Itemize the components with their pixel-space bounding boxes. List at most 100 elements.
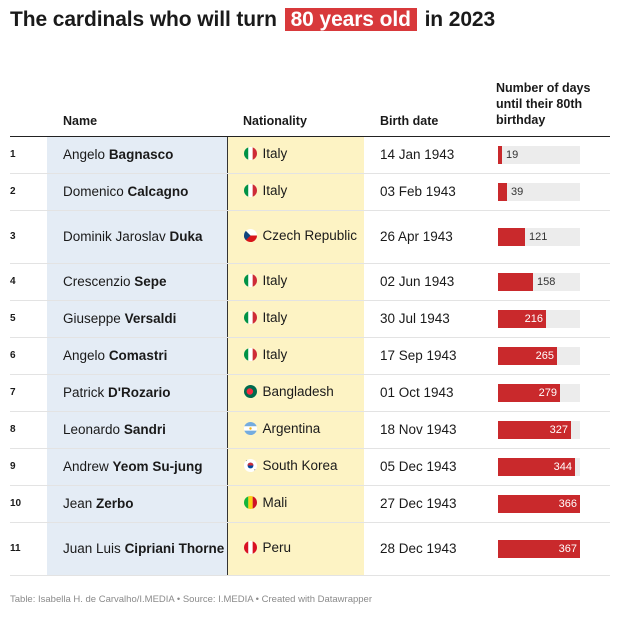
days-value: 366 bbox=[558, 497, 577, 510]
italy-flag-icon bbox=[243, 147, 257, 160]
name-cell: Dominik Jaroslav Duka bbox=[47, 210, 227, 264]
days-bar bbox=[498, 539, 580, 558]
name-cell: Giuseppe Versaldi bbox=[47, 300, 227, 338]
rank-cell: 1 bbox=[10, 136, 47, 174]
czech-flag-icon bbox=[243, 229, 257, 242]
name-cell: Angelo Comastri bbox=[47, 337, 227, 375]
country-name: South Korea bbox=[262, 458, 338, 473]
south-korea-flag-icon bbox=[243, 459, 257, 472]
days-bar-track: 327 bbox=[498, 420, 580, 439]
nationality-cell: Argentina bbox=[226, 411, 364, 449]
last-name: D'Rozario bbox=[108, 384, 171, 400]
birth-date-cell: 27 Dec 1943 bbox=[364, 485, 496, 523]
days-cell: 216 bbox=[496, 300, 610, 338]
days-cell: 367 bbox=[496, 522, 610, 576]
days-bar-track: 366 bbox=[498, 494, 580, 513]
last-name: Duka bbox=[169, 228, 203, 244]
days-cell: 327 bbox=[496, 411, 610, 449]
rank-cell: 7 bbox=[10, 374, 47, 412]
days-bar bbox=[498, 383, 560, 402]
birth-date-cell: 01 Oct 1943 bbox=[364, 374, 496, 412]
days-bar bbox=[498, 272, 533, 291]
name-cell: Jean Zerbo bbox=[47, 485, 227, 523]
days-bar-track: 279 bbox=[498, 383, 580, 402]
name-cell: Patrick D'Rozario bbox=[47, 374, 227, 412]
title-text-before: The cardinals who will turn bbox=[10, 8, 277, 31]
table-row: 1 Angelo Bagnasco Italy 14 Jan 1943 19 bbox=[10, 136, 610, 174]
first-name: Angelo bbox=[63, 146, 106, 162]
birth-date-cell: 17 Sep 1943 bbox=[364, 337, 496, 375]
first-name: Andrew bbox=[63, 458, 109, 474]
first-name: Patrick bbox=[63, 384, 105, 400]
table-row: 4 Crescenzio Sepe Italy 02 Jun 1943 158 bbox=[10, 263, 610, 301]
first-name: Giuseppe bbox=[63, 310, 121, 326]
birth-date-cell: 30 Jul 1943 bbox=[364, 300, 496, 338]
birth-date-header[interactable]: Birth date bbox=[364, 62, 496, 137]
first-name: Jean bbox=[63, 495, 93, 511]
country-name: Italy bbox=[262, 347, 288, 362]
days-bar-track: 216 bbox=[498, 309, 580, 328]
bangladesh-flag-icon bbox=[243, 385, 257, 398]
rank-cell: 4 bbox=[10, 263, 47, 301]
country-name: Italy bbox=[262, 183, 288, 198]
days-header[interactable]: Number of days until their 80th birthday bbox=[496, 62, 610, 137]
nationality-cell: South Korea bbox=[226, 448, 364, 486]
country-name: Czech Republic bbox=[262, 228, 358, 243]
table-header-row: Name Nationality Birth date Number of da… bbox=[10, 62, 610, 137]
days-bar bbox=[498, 182, 507, 201]
name-header[interactable]: Name bbox=[47, 62, 227, 137]
nationality-cell: Czech Republic bbox=[226, 210, 364, 264]
name-cell: Juan Luis Cipriani Thorne bbox=[47, 522, 227, 576]
days-bar bbox=[498, 346, 557, 365]
last-name: Bagnasco bbox=[108, 146, 174, 162]
table-row: 2 Domenico Calcagno Italy 03 Feb 1943 39 bbox=[10, 173, 610, 211]
nationality-cell: Italy bbox=[226, 263, 364, 301]
table-row: 8 Leonardo Sandri Argentina 18 Nov 1943 327 bbox=[10, 411, 610, 449]
country-name: Italy bbox=[262, 146, 288, 161]
first-name: Crescenzio bbox=[63, 273, 131, 289]
nationality-header[interactable]: Nationality bbox=[227, 62, 364, 137]
days-cell: 39 bbox=[496, 173, 610, 211]
rank-cell: 11 bbox=[10, 522, 47, 576]
days-bar bbox=[498, 309, 546, 328]
table-row: 6 Angelo Comastri Italy 17 Sep 1943 265 bbox=[10, 337, 610, 375]
nationality-cell: Italy bbox=[226, 136, 364, 174]
days-bar bbox=[498, 494, 580, 513]
days-bar-track: 121 bbox=[498, 227, 580, 246]
days-value: 158 bbox=[537, 275, 556, 288]
rank-cell: 8 bbox=[10, 411, 47, 449]
last-name: Sandri bbox=[123, 421, 166, 437]
days-value: 344 bbox=[553, 460, 572, 473]
days-cell: 19 bbox=[496, 136, 610, 174]
table-row: 3 Dominik Jaroslav Duka Czech Republic 26 A… bbox=[10, 210, 610, 264]
table-row: 7 Patrick D'Rozario Bangladesh 01 Oct 1943 2… bbox=[10, 374, 610, 412]
italy-flag-icon bbox=[243, 274, 257, 287]
italy-flag-icon bbox=[243, 311, 257, 324]
days-cell: 121 bbox=[496, 210, 610, 264]
table-body: 1 Angelo Bagnasco Italy 14 Jan 1943 19 2 Domen… bbox=[10, 136, 610, 576]
last-name: Zerbo bbox=[96, 495, 134, 511]
rank-cell: 2 bbox=[10, 173, 47, 211]
birth-date-cell: 05 Dec 1943 bbox=[364, 448, 496, 486]
nationality-cell: Mali bbox=[226, 485, 364, 523]
rank-cell: 5 bbox=[10, 300, 47, 338]
birth-date-cell: 18 Nov 1943 bbox=[364, 411, 496, 449]
country-name: Italy bbox=[262, 310, 288, 325]
chart-title: The cardinals who will turn 80 years old… bbox=[10, 8, 495, 32]
first-name: Juan Luis bbox=[63, 540, 121, 556]
title-highlight: 80 years old bbox=[284, 8, 417, 31]
first-name: Dominik Jaroslav bbox=[63, 228, 166, 244]
days-bar bbox=[498, 457, 575, 476]
last-name: Versaldi bbox=[124, 310, 177, 326]
nationality-cell: Italy bbox=[226, 300, 364, 338]
name-cell: Domenico Calcagno bbox=[47, 173, 227, 211]
italy-flag-icon bbox=[243, 184, 257, 197]
table-row: 5 Giuseppe Versaldi Italy 30 Jul 1943 216 bbox=[10, 300, 610, 338]
footer-credits: Table: Isabella H. de Carvalho/I.MEDIA •… bbox=[10, 594, 373, 605]
days-cell: 158 bbox=[496, 263, 610, 301]
table-row: 9 Andrew Yeom Su-jung South Korea 05 Dec 19… bbox=[10, 448, 610, 486]
country-name: Peru bbox=[262, 540, 292, 555]
last-name: Sepe bbox=[134, 273, 167, 289]
birth-date-cell: 03 Feb 1943 bbox=[364, 173, 496, 211]
nationality-cell: Italy bbox=[226, 337, 364, 375]
